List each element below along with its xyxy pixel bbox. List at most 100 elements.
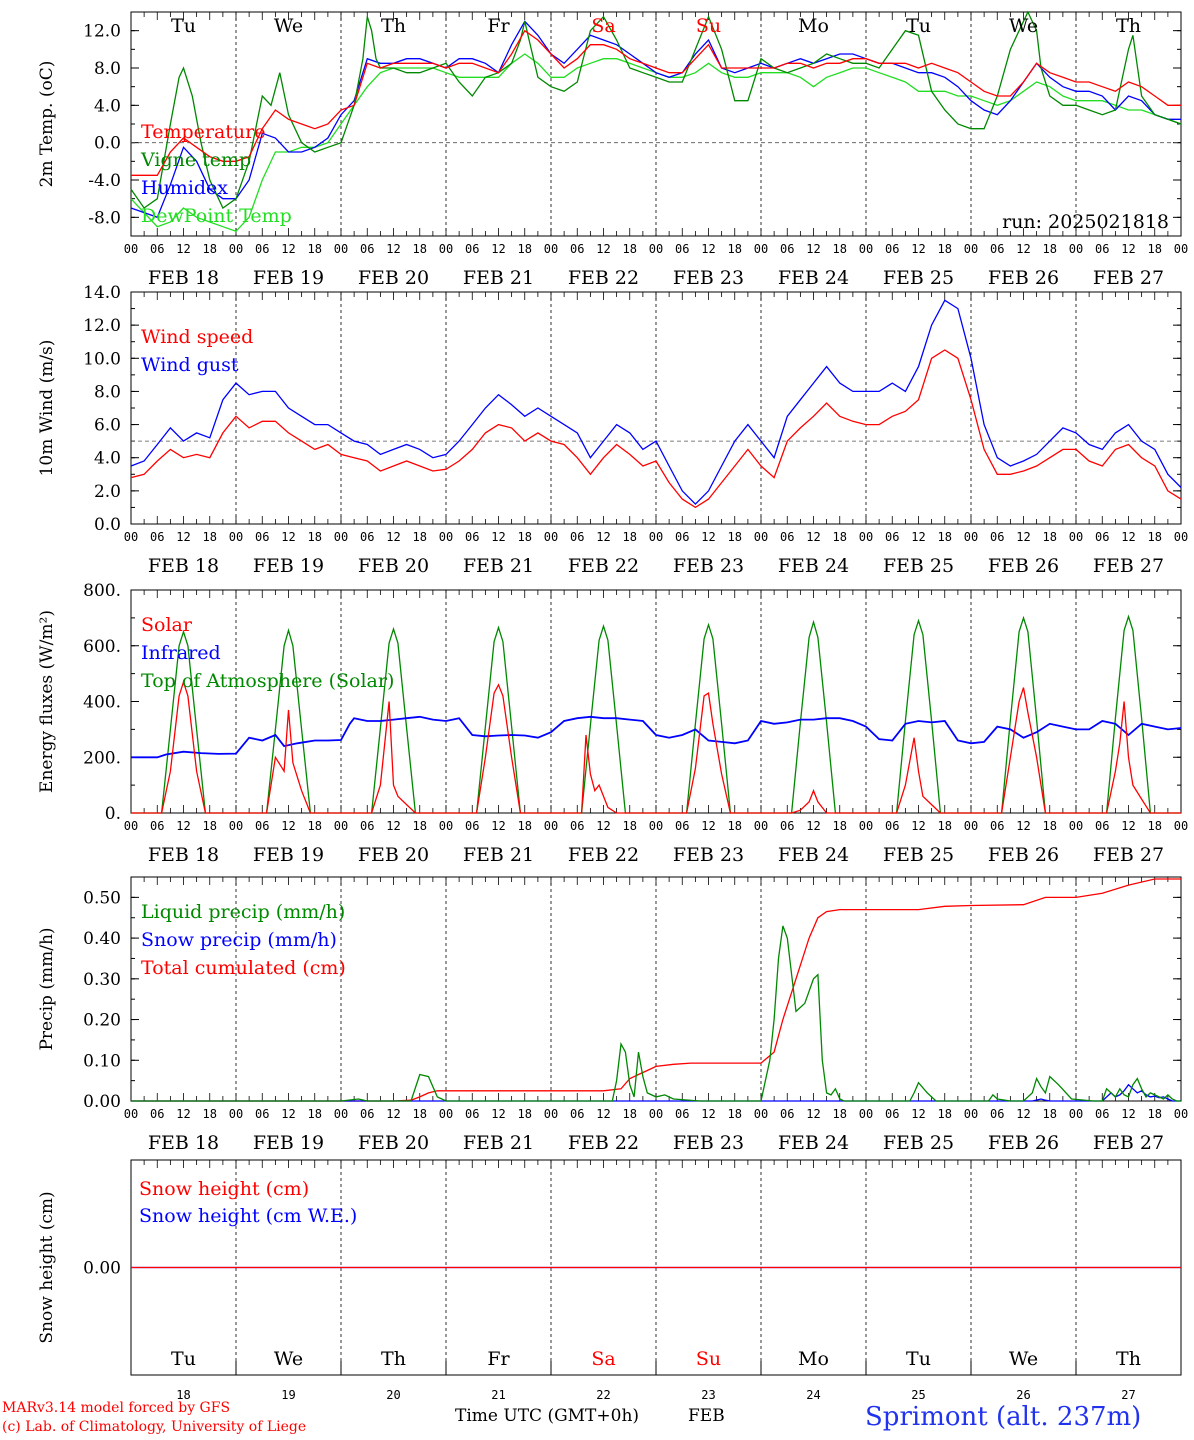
hour-label: 18 bbox=[413, 819, 427, 833]
hour-label: 00 bbox=[544, 242, 558, 256]
hour-label: 00 bbox=[229, 819, 243, 833]
hour-label: 18 bbox=[833, 1107, 847, 1121]
day-abbrev-bottom: Th bbox=[1116, 1348, 1141, 1370]
hour-label: 12 bbox=[386, 242, 400, 256]
hour-label: 18 bbox=[623, 242, 637, 256]
hour-label: 18 bbox=[413, 242, 427, 256]
hour-label: 00 bbox=[439, 242, 453, 256]
y-tick-label: 0.50 bbox=[83, 888, 121, 908]
hour-label: 12 bbox=[911, 530, 925, 544]
date-label: FEB 23 bbox=[673, 1132, 744, 1154]
hour-label: 12 bbox=[1121, 530, 1135, 544]
hour-label: 06 bbox=[675, 242, 689, 256]
y-axis-label: 10m Wind (m/s) bbox=[37, 340, 57, 477]
hour-label: 00 bbox=[544, 819, 558, 833]
y-tick-label: 0.20 bbox=[83, 1011, 121, 1031]
hour-label: 00 bbox=[649, 1107, 663, 1121]
hour-label: 18 bbox=[1043, 530, 1057, 544]
date-label: FEB 19 bbox=[253, 555, 324, 577]
hour-label: 00 bbox=[1069, 819, 1083, 833]
hour-label: 12 bbox=[1121, 1107, 1135, 1121]
hour-label: 18 bbox=[833, 242, 847, 256]
hour-label: 12 bbox=[491, 530, 505, 544]
date-label: FEB 19 bbox=[253, 267, 324, 289]
hour-label: 00 bbox=[754, 242, 768, 256]
y-tick-label: 600. bbox=[83, 637, 121, 657]
y-tick-label: 0.10 bbox=[83, 1051, 121, 1071]
date-label: FEB 20 bbox=[358, 844, 429, 866]
legend-entry: Snow height (cm W.E.) bbox=[139, 1205, 357, 1227]
hour-label: 18 bbox=[203, 819, 217, 833]
hour-label: 18 bbox=[1148, 530, 1162, 544]
hour-label: 12 bbox=[596, 1107, 610, 1121]
date-label: FEB 21 bbox=[463, 555, 534, 577]
plot-frame bbox=[130, 589, 1182, 814]
day-abbrev-bottom: Su bbox=[696, 1348, 721, 1370]
hour-label: 12 bbox=[1016, 530, 1030, 544]
hour-label: 12 bbox=[596, 819, 610, 833]
hour-label: 12 bbox=[281, 1107, 295, 1121]
date-label: FEB 18 bbox=[148, 555, 219, 577]
hour-label: 18 bbox=[308, 530, 322, 544]
day-abbrev: We bbox=[1009, 15, 1038, 37]
legend-entry: Snow precip (mm/h) bbox=[141, 929, 337, 951]
hour-label: 06 bbox=[150, 819, 164, 833]
hour-label: 06 bbox=[675, 530, 689, 544]
hour-label: 00 bbox=[1174, 1107, 1188, 1121]
hour-label: 00 bbox=[124, 819, 138, 833]
hour-label: 06 bbox=[150, 530, 164, 544]
hour-label: 00 bbox=[1069, 242, 1083, 256]
date-label: FEB 24 bbox=[778, 844, 849, 866]
date-label: FEB 21 bbox=[463, 267, 534, 289]
y-tick-label: 0.00 bbox=[83, 1092, 121, 1112]
y-tick-label: 6.0 bbox=[94, 416, 121, 436]
hour-label: 18 bbox=[413, 530, 427, 544]
date-label: FEB 26 bbox=[988, 267, 1059, 289]
hour-label: 00 bbox=[1069, 530, 1083, 544]
date-label: FEB 24 bbox=[778, 267, 849, 289]
legend-entry: Snow height (cm) bbox=[139, 1178, 309, 1200]
hour-label: 18 bbox=[203, 242, 217, 256]
hour-label: 18 bbox=[308, 1107, 322, 1121]
hour-label: 00 bbox=[859, 242, 873, 256]
day-abbrev: Su bbox=[696, 15, 721, 37]
date-label: FEB 24 bbox=[778, 1132, 849, 1154]
day-abbrev-bottom: Fr bbox=[487, 1348, 510, 1370]
day-number: 21 bbox=[491, 1388, 505, 1402]
hour-label: 06 bbox=[1095, 242, 1109, 256]
hour-label: 06 bbox=[1095, 530, 1109, 544]
hour-label: 06 bbox=[675, 819, 689, 833]
hour-label: 00 bbox=[334, 819, 348, 833]
legend-entry: Top of Atmosphere (Solar) bbox=[141, 670, 394, 692]
legend-entry: Infrared bbox=[141, 642, 221, 664]
hour-label: 06 bbox=[150, 1107, 164, 1121]
hour-label: 06 bbox=[885, 819, 899, 833]
y-tick-label: 4.0 bbox=[94, 449, 121, 469]
hour-label: 06 bbox=[780, 819, 794, 833]
hour-label: 00 bbox=[544, 530, 558, 544]
hour-label: 18 bbox=[1043, 819, 1057, 833]
hour-label: 12 bbox=[1016, 819, 1030, 833]
legend-entry: Liquid precip (mm/h) bbox=[141, 901, 345, 923]
hour-label: 00 bbox=[964, 1107, 978, 1121]
hour-label: 06 bbox=[1095, 1107, 1109, 1121]
date-label: FEB 22 bbox=[568, 267, 639, 289]
y-axis-label: Snow height (cm) bbox=[37, 1191, 57, 1343]
series-line-temperature bbox=[131, 29, 1181, 176]
day-number: 20 bbox=[386, 1388, 400, 1402]
hour-label: 00 bbox=[1174, 819, 1188, 833]
y-tick-label: 800. bbox=[83, 581, 121, 601]
legend-entry: Wind speed bbox=[141, 326, 253, 348]
hour-label: 00 bbox=[1174, 242, 1188, 256]
y-tick-label: -4.0 bbox=[88, 171, 121, 191]
hour-label: 12 bbox=[281, 242, 295, 256]
hour-label: 12 bbox=[701, 242, 715, 256]
hour-label: 06 bbox=[675, 1107, 689, 1121]
credit-line-1: MARv3.14 model forced by GFS bbox=[2, 1400, 231, 1416]
hour-label: 18 bbox=[1148, 242, 1162, 256]
y-tick-label: 200. bbox=[83, 748, 121, 768]
legend-entry: Solar bbox=[141, 614, 193, 636]
hour-label: 00 bbox=[229, 530, 243, 544]
y-tick-label: 0.00 bbox=[83, 1259, 121, 1279]
